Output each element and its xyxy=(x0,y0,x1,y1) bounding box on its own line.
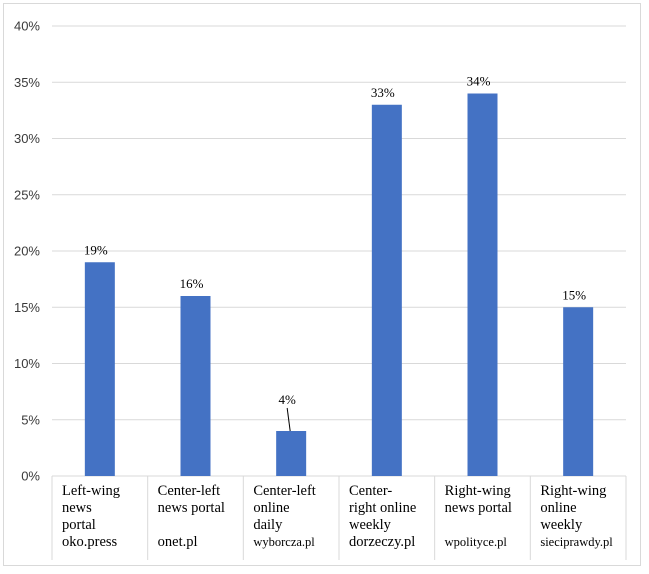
y-tick-label: 15% xyxy=(14,300,40,315)
category-label: daily xyxy=(253,517,283,533)
category-label: news xyxy=(62,500,92,516)
y-tick-label: 35% xyxy=(14,75,40,90)
bar xyxy=(180,296,211,476)
data-label: 19% xyxy=(84,242,108,257)
category-label: online xyxy=(253,500,289,516)
bar xyxy=(563,307,594,476)
category-label: Center- xyxy=(349,483,392,499)
category-label: weekly xyxy=(540,517,583,533)
category-label: Right-wing xyxy=(445,483,511,499)
data-label: 4% xyxy=(278,392,296,407)
category-label: news portal xyxy=(158,500,225,516)
category-site-label: sieciprawdy.pl xyxy=(540,535,613,549)
category-site-label: onet.pl xyxy=(158,534,198,550)
data-label: 16% xyxy=(180,276,204,291)
category-site-label: wyborcza.pl xyxy=(253,535,315,549)
data-label: 34% xyxy=(467,74,491,89)
category-label: Center-left xyxy=(253,483,316,499)
category-label: right online xyxy=(349,500,416,516)
category-label: Right-wing xyxy=(540,483,606,499)
category-label: online xyxy=(540,500,576,516)
y-tick-label: 30% xyxy=(14,131,40,146)
category-site-label: wpolityce.pl xyxy=(445,535,508,549)
data-label: 33% xyxy=(371,85,395,100)
y-tick-label: 10% xyxy=(14,356,40,371)
y-tick-label: 40% xyxy=(14,19,40,34)
bar xyxy=(371,104,402,476)
category-label: Center-left xyxy=(158,483,221,499)
bar xyxy=(84,262,115,476)
y-tick-label: 20% xyxy=(14,244,40,259)
y-tick-label: 25% xyxy=(14,187,40,202)
category-site-label: dorzeczy.pl xyxy=(349,534,415,550)
category-label: Left-wing xyxy=(62,483,120,499)
data-label: 15% xyxy=(562,287,586,302)
bar xyxy=(467,93,498,476)
category-label: portal xyxy=(62,517,96,533)
data-label-leader xyxy=(286,407,291,432)
y-tick-label: 0% xyxy=(21,469,40,484)
category-site-label: oko.press xyxy=(62,534,118,550)
y-tick-label: 5% xyxy=(21,412,40,427)
bar xyxy=(276,431,307,476)
category-label: news portal xyxy=(445,500,512,516)
category-label: weekly xyxy=(349,517,392,533)
